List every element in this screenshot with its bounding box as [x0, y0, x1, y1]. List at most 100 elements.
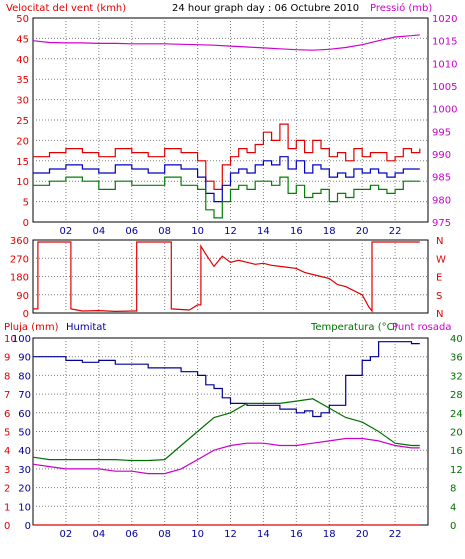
temperature-axis-title: Temperatura (°C) [310, 322, 398, 333]
x-tick-label-12: 12 [224, 529, 237, 540]
rain-tick-label-0: 0 [4, 521, 10, 532]
humidity-tick-label-50: 50 [18, 428, 31, 439]
temperature-tick-label-8: 8 [450, 484, 456, 495]
temperature-tick-label-32: 32 [450, 371, 463, 382]
x-tick-label-10: 10 [191, 226, 204, 237]
dewpoint-axis-title: Punt rosada [392, 322, 451, 333]
series-pressure [32, 34, 420, 51]
wind-pressure-panel: 02 04 06 08 10 12 14 16 18 20 22051015202530354045… [16, 14, 457, 237]
compass-label-2: E [436, 273, 442, 284]
rain-humidity-temperature-panel: 02 04 06 08 10 12 14 16 18 20 220 01 102 203 304 405 506… [4, 334, 463, 540]
pressure-tick-label-985: 985 [432, 173, 451, 184]
x-tick-label-22: 22 [389, 226, 402, 237]
rain-tick-label-8: 8 [4, 371, 10, 382]
direction-tick-label-270: 270 [10, 254, 29, 265]
series-wind_max [33, 123, 421, 190]
direction-tick-label-0: 0 [23, 309, 29, 320]
humidity-tick-label-60: 60 [18, 409, 31, 420]
x-tick-label-10: 10 [191, 529, 204, 540]
compass-label-1: S [436, 291, 442, 302]
x-tick-label-18: 18 [323, 226, 336, 237]
x-tick-label-12: 12 [224, 226, 237, 237]
temperature-tick-label-12: 12 [450, 465, 463, 476]
x-tick-label-14: 14 [257, 226, 270, 237]
x-tick-label-02: 02 [60, 226, 73, 237]
x-tick-label-06: 06 [125, 529, 138, 540]
x-tick-label-04: 04 [92, 226, 105, 237]
x-tick-label-02: 02 [60, 529, 73, 540]
wind-axis-title: Velocitat del vent (kmh) [6, 3, 126, 14]
x-tick-label-08: 08 [158, 226, 171, 237]
temperature-tick-label-4: 4 [450, 502, 456, 513]
rain-tick-label-6: 6 [4, 409, 10, 420]
x-tick-label-16: 16 [290, 226, 303, 237]
x-tick-label-08: 08 [158, 529, 171, 540]
wind-tick-label-5: 5 [23, 198, 29, 209]
x-tick-label-20: 20 [356, 529, 369, 540]
rain-tick-label-4: 4 [4, 446, 10, 457]
wind-tick-label-35: 35 [16, 75, 29, 86]
direction-tick-label-360: 360 [10, 236, 29, 247]
pressure-tick-label-1005: 1005 [432, 82, 457, 93]
pressure-tick-label-980: 980 [432, 195, 451, 206]
rain-tick-label-2: 2 [4, 484, 10, 495]
series-direction [33, 241, 420, 313]
series-humidity [33, 341, 420, 418]
pressure-tick-label-975: 975 [432, 218, 451, 229]
wind-tick-label-50: 50 [16, 14, 29, 25]
pressure-tick-label-1020: 1020 [432, 14, 457, 25]
series-dewpoint [32, 437, 420, 475]
humidity-axis-title: Humitat [66, 322, 106, 333]
pressure-axis-title: Pressió (mb) [370, 2, 432, 14]
wind-tick-label-45: 45 [16, 34, 29, 45]
rain-tick-label-9: 9 [4, 353, 10, 364]
wind-tick-label-0: 0 [23, 218, 29, 229]
wind-tick-label-40: 40 [16, 55, 29, 66]
pressure-tick-label-1010: 1010 [432, 59, 457, 70]
humidity-tick-label-0: 0 [25, 521, 31, 532]
rain-tick-label-3: 3 [4, 465, 10, 476]
x-tick-label-22: 22 [389, 529, 402, 540]
x-tick-label-20: 20 [356, 226, 369, 237]
x-tick-label-16: 16 [290, 529, 303, 540]
temperature-tick-label-0: 0 [450, 521, 456, 532]
humidity-tick-label-70: 70 [18, 390, 31, 401]
wind-tick-label-25: 25 [16, 116, 29, 127]
rain-tick-label-5: 5 [4, 428, 10, 439]
humidity-tick-label-30: 30 [18, 465, 31, 476]
compass-label-4: N [436, 236, 443, 247]
humidity-tick-label-80: 80 [18, 371, 31, 382]
wind-tick-label-30: 30 [16, 96, 29, 107]
humidity-tick-label-10: 10 [18, 502, 31, 513]
rain-tick-label-1: 1 [4, 502, 10, 513]
wind-direction-panel: 0 N 90 S 180 E 270 W 360 N [10, 236, 446, 320]
wind-tick-label-20: 20 [16, 136, 29, 147]
x-tick-label-04: 04 [92, 529, 105, 540]
pressure-tick-label-1015: 1015 [432, 37, 457, 48]
humidity-tick-label-40: 40 [18, 446, 31, 457]
pressure-tick-label-1000: 1000 [432, 105, 457, 116]
series-temperature [32, 398, 420, 462]
compass-label-3: W [436, 254, 446, 265]
temperature-tick-label-24: 24 [450, 409, 463, 420]
humidity-tick-label-90: 90 [18, 353, 31, 364]
rain-tick-label-7: 7 [4, 390, 10, 401]
humidity-tick-label-100: 100 [12, 334, 31, 345]
rain-axis-title: Pluja (mm) [4, 322, 59, 333]
compass-label-0: N [436, 309, 443, 320]
wind-tick-label-10: 10 [16, 177, 29, 188]
wind-tick-label-15: 15 [16, 157, 29, 168]
direction-tick-label-90: 90 [16, 291, 29, 302]
series-wind_avg [33, 156, 420, 203]
rain-tick-label-10: 10 [4, 334, 17, 345]
humidity-tick-label-20: 20 [18, 484, 31, 495]
x-tick-label-06: 06 [125, 226, 138, 237]
temperature-tick-label-28: 28 [450, 390, 463, 401]
graph-title: 24 hour graph day : 06 Octubre 2010 [172, 3, 359, 14]
direction-tick-label-180: 180 [10, 273, 29, 284]
temperature-tick-label-40: 40 [450, 334, 463, 345]
pressure-tick-label-995: 995 [432, 127, 451, 138]
x-tick-label-18: 18 [323, 529, 336, 540]
